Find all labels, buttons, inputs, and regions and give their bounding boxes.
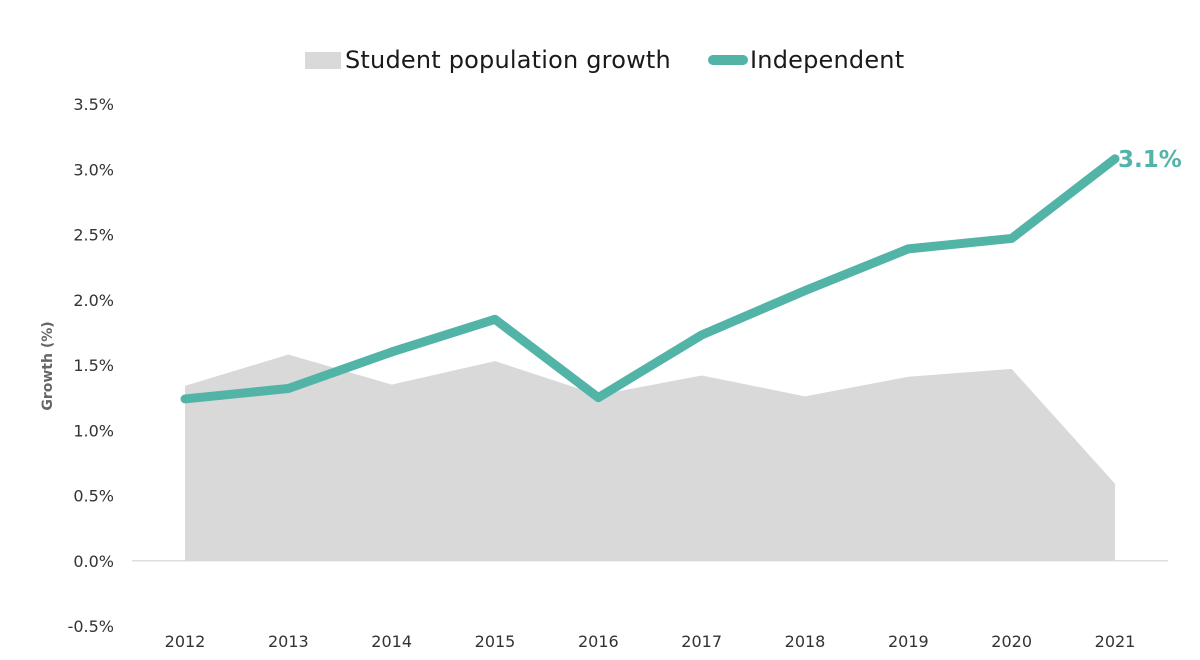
legend-swatch-area bbox=[305, 51, 341, 69]
x-tick-label: 2021 bbox=[1095, 632, 1136, 651]
y-axis-title: Growth (%) bbox=[40, 321, 56, 410]
area-series-student-population-growth bbox=[185, 354, 1115, 561]
area-series-layer bbox=[185, 354, 1115, 561]
legend-item-student-population-growth: Student population growth bbox=[305, 42, 671, 78]
label-layer: 3.1% bbox=[1118, 147, 1182, 173]
chart-legend: Student population growth Independent bbox=[0, 42, 1200, 78]
x-tick-label: 2015 bbox=[475, 632, 516, 651]
y-tick-label: 1.0% bbox=[73, 421, 114, 440]
x-tick-label: 2020 bbox=[991, 632, 1032, 651]
y-tick-label: 3.0% bbox=[73, 160, 114, 179]
y-tick-label: 0.5% bbox=[73, 487, 114, 506]
x-tick-label: 2019 bbox=[888, 632, 929, 651]
legend-label-independent: Independent bbox=[750, 46, 905, 74]
line-series-layer bbox=[180, 154, 1120, 404]
y-tick-label: -0.5% bbox=[68, 617, 114, 636]
x-tick-label: 2014 bbox=[371, 632, 412, 651]
line-series-independent bbox=[180, 154, 1120, 404]
legend-item-independent: Independent bbox=[708, 42, 904, 78]
axis-layer: -0.5% 0.0% 0.5% 1.0% 1.5% 2.0% 2.5% 3.0% 3.5% 201… bbox=[40, 95, 1168, 651]
legend-label-student-population-growth: Student population growth bbox=[345, 46, 671, 74]
y-tick-label: 2.5% bbox=[73, 226, 114, 245]
legend-swatch-line bbox=[708, 55, 748, 65]
x-tick-label: 2016 bbox=[578, 632, 619, 651]
y-tick-label: 2.0% bbox=[73, 291, 114, 310]
x-tick-label: 2017 bbox=[681, 632, 722, 651]
y-tick-label: 3.5% bbox=[73, 95, 114, 114]
x-tick-label: 2013 bbox=[268, 632, 309, 651]
x-tick-label: 2012 bbox=[165, 632, 206, 651]
x-tick-label: 2018 bbox=[785, 632, 826, 651]
y-tick-label: 1.5% bbox=[73, 356, 114, 375]
y-tick-label: 0.0% bbox=[73, 552, 114, 571]
data-label-independent-2021: 3.1% bbox=[1118, 147, 1182, 173]
